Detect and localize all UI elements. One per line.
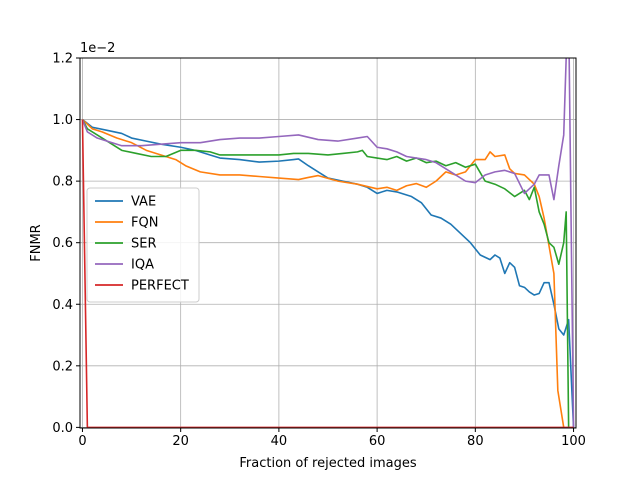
x-tick-label: 0 (78, 434, 86, 449)
series-line-vae (81, 118, 575, 428)
y-tick-label: 0.2 (52, 359, 73, 374)
series-line-iqa (81, 58, 575, 428)
y-tick-label: 0.6 (52, 236, 73, 251)
y-tick-label: 1.0 (52, 113, 73, 128)
legend-label-iqa: IQA (131, 258, 154, 273)
series-line-fqn (81, 118, 565, 428)
offset-text: 1e−2 (80, 41, 115, 56)
series-line-ser (81, 119, 570, 428)
series-lines (81, 58, 575, 428)
x-tick-label: 20 (172, 434, 189, 449)
y-tick-label: 1.2 (52, 52, 73, 67)
axis-ticks: 0 20 40 60 80 100 0.0 0.2 0.4 0.6 0.8 1.0 1.2 (52, 52, 586, 450)
x-axis-label: Fraction of rejected images (239, 456, 416, 471)
legend-frame (86, 187, 200, 303)
y-tick-label: 0.4 (52, 298, 73, 313)
y-tick-label: 0.8 (52, 175, 73, 190)
x-tick-label: 60 (369, 434, 386, 449)
legend-label-ser: SER (131, 237, 157, 252)
x-tick-label: 40 (271, 434, 288, 449)
y-tick-label: 0.0 (52, 421, 73, 436)
legend-label-perfect: PERFECT (131, 279, 189, 294)
legend-label-fqn: FQN (131, 216, 158, 231)
y-axis-label: FNMR (29, 224, 44, 261)
series-line-perfect (81, 119, 574, 428)
x-tick-label: 100 (561, 434, 586, 449)
legend-label-vae: VAE (131, 195, 156, 210)
x-tick-label: 80 (467, 434, 484, 449)
legend: VAE FQN SER IQA PERFECT (86, 187, 200, 303)
